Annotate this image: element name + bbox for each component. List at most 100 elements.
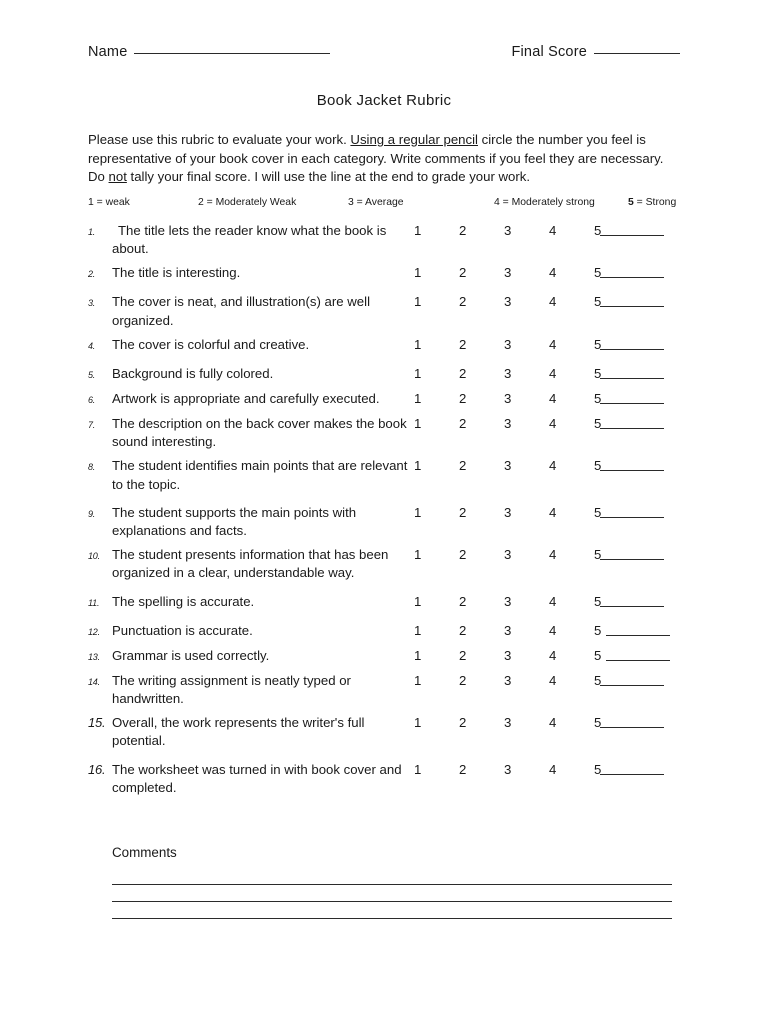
rating-option-4[interactable]: 4 [549, 336, 557, 352]
rating-option-4[interactable]: 4 [549, 365, 557, 381]
rating-option-5[interactable]: 5 [594, 415, 602, 431]
rating-option-4[interactable]: 4 [549, 761, 557, 777]
rating-option-2[interactable]: 2 [459, 415, 467, 431]
rating-option-5[interactable]: 5 [594, 390, 602, 406]
rating-option-5[interactable]: 5 [594, 622, 602, 638]
rating-option-5[interactable]: 5 [594, 504, 602, 520]
rating-option-4[interactable]: 4 [549, 715, 557, 731]
rubric-item-score-line[interactable] [600, 415, 680, 434]
rating-option-5[interactable]: 5 [594, 593, 602, 609]
rubric-item-score-line[interactable] [600, 222, 680, 241]
rating-option-3[interactable]: 3 [504, 365, 512, 381]
rating-option-4[interactable]: 4 [549, 622, 557, 638]
rating-option-5[interactable]: 5 [594, 223, 602, 238]
rating-option-4[interactable]: 4 [549, 593, 557, 609]
rating-option-4[interactable]: 4 [549, 390, 557, 406]
rating-option-5[interactable]: 5 [594, 715, 602, 731]
rating-option-1[interactable]: 1 [414, 415, 422, 431]
rating-option-2[interactable]: 2 [459, 390, 467, 406]
rating-option-2[interactable]: 2 [459, 647, 467, 663]
rubric-item-score-line[interactable] [600, 761, 680, 780]
rubric-item-score-line[interactable] [600, 647, 680, 666]
rating-option-5[interactable]: 5 [594, 672, 602, 688]
rubric-item-score-line[interactable] [600, 293, 680, 312]
rating-option-3[interactable]: 3 [504, 223, 512, 238]
rating-option-3[interactable]: 3 [504, 504, 512, 520]
rating-option-3[interactable]: 3 [504, 547, 512, 563]
rating-option-5[interactable]: 5 [594, 547, 602, 563]
rating-option-2[interactable]: 2 [459, 672, 467, 688]
rating-option-4[interactable]: 4 [549, 458, 557, 474]
rating-option-3[interactable]: 3 [504, 622, 512, 638]
final-score-write-in-line[interactable] [594, 53, 680, 54]
comments-write-in-area[interactable] [112, 868, 672, 919]
rating-option-3[interactable]: 3 [504, 647, 512, 663]
rating-option-2[interactable]: 2 [459, 622, 467, 638]
rubric-item-score-line[interactable] [600, 593, 680, 612]
rating-option-2[interactable]: 2 [459, 593, 467, 609]
rating-option-1[interactable]: 1 [414, 672, 422, 688]
rating-option-3[interactable]: 3 [504, 761, 512, 777]
rating-option-1[interactable]: 1 [414, 223, 422, 238]
rating-option-4[interactable]: 4 [549, 415, 557, 431]
rating-option-2[interactable]: 2 [459, 504, 467, 520]
rating-option-2[interactable]: 2 [459, 223, 467, 238]
rating-option-2[interactable]: 2 [459, 294, 467, 310]
rating-option-1[interactable]: 1 [414, 458, 422, 474]
rating-option-1[interactable]: 1 [414, 547, 422, 563]
rating-option-3[interactable]: 3 [504, 715, 512, 731]
rating-option-3[interactable]: 3 [504, 415, 512, 431]
rating-option-2[interactable]: 2 [459, 458, 467, 474]
rubric-item-score-line[interactable] [600, 336, 680, 355]
rating-option-1[interactable]: 1 [414, 715, 422, 731]
rating-option-1[interactable]: 1 [414, 504, 422, 520]
rubric-item-score-line[interactable] [600, 390, 680, 409]
name-write-in-line[interactable] [134, 53, 331, 54]
rubric-item-score-line[interactable] [600, 546, 680, 565]
rating-option-2[interactable]: 2 [459, 336, 467, 352]
rating-option-1[interactable]: 1 [414, 336, 422, 352]
rating-option-5[interactable]: 5 [594, 365, 602, 381]
rating-option-1[interactable]: 1 [414, 265, 422, 281]
rating-option-1[interactable]: 1 [414, 647, 422, 663]
rating-option-5[interactable]: 5 [594, 761, 602, 777]
rating-option-1[interactable]: 1 [414, 365, 422, 381]
rating-option-4[interactable]: 4 [549, 294, 557, 310]
rating-option-3[interactable]: 3 [504, 294, 512, 310]
rating-option-3[interactable]: 3 [504, 336, 512, 352]
rubric-item-score-line[interactable] [600, 504, 680, 523]
rating-option-5[interactable]: 5 [594, 647, 602, 663]
rating-option-2[interactable]: 2 [459, 365, 467, 381]
comment-line[interactable] [112, 868, 672, 885]
rating-option-2[interactable]: 2 [459, 265, 467, 281]
comment-line[interactable] [112, 885, 672, 902]
rating-option-3[interactable]: 3 [504, 265, 512, 281]
rubric-item-score-line[interactable] [600, 714, 680, 733]
rating-option-3[interactable]: 3 [504, 390, 512, 406]
rating-option-4[interactable]: 4 [549, 265, 557, 281]
rubric-item-score-line[interactable] [600, 672, 680, 691]
rating-option-4[interactable]: 4 [549, 647, 557, 663]
rating-option-4[interactable]: 4 [549, 672, 557, 688]
rating-option-3[interactable]: 3 [504, 672, 512, 688]
comment-line[interactable] [112, 902, 672, 919]
rating-option-5[interactable]: 5 [594, 458, 602, 474]
rating-option-1[interactable]: 1 [414, 761, 422, 777]
rubric-item-score-line[interactable] [600, 264, 680, 283]
rating-option-5[interactable]: 5 [594, 336, 602, 352]
rubric-item-score-line[interactable] [600, 457, 680, 476]
rating-option-5[interactable]: 5 [594, 265, 602, 281]
rating-option-4[interactable]: 4 [549, 504, 557, 520]
rating-option-4[interactable]: 4 [549, 547, 557, 563]
rating-option-5[interactable]: 5 [594, 294, 602, 310]
rating-option-1[interactable]: 1 [414, 390, 422, 406]
rating-option-2[interactable]: 2 [459, 547, 467, 563]
rating-option-4[interactable]: 4 [549, 223, 557, 238]
rating-option-1[interactable]: 1 [414, 593, 422, 609]
rating-option-3[interactable]: 3 [504, 458, 512, 474]
rating-option-3[interactable]: 3 [504, 593, 512, 609]
rating-option-2[interactable]: 2 [459, 761, 467, 777]
rating-option-2[interactable]: 2 [459, 715, 467, 731]
rating-option-1[interactable]: 1 [414, 622, 422, 638]
rubric-item-score-line[interactable] [600, 365, 680, 384]
